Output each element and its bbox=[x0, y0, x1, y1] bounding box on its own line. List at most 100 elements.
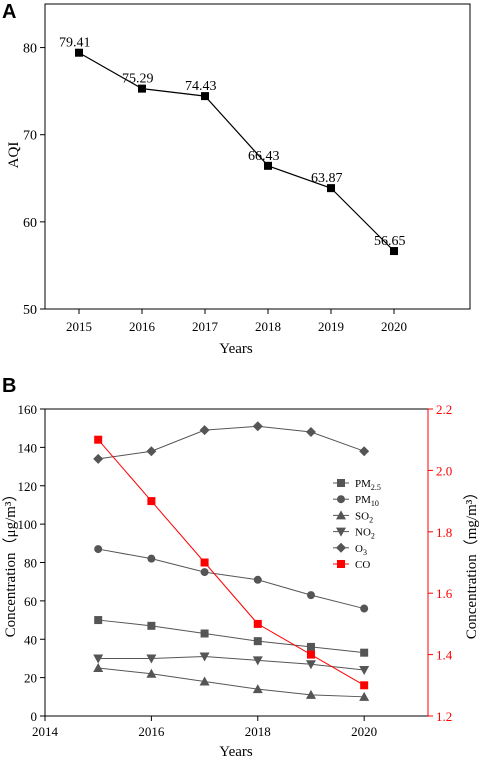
chart-b-right-y-ticks: 1.2 1.4 1.6 1.8 2.0 2.2 bbox=[428, 402, 453, 724]
no2-point bbox=[199, 652, 210, 662]
y-tick-label: 60 bbox=[23, 216, 37, 231]
pm10-point bbox=[360, 604, 369, 613]
o3-point bbox=[359, 446, 370, 457]
no2-point bbox=[146, 654, 157, 664]
so2-point bbox=[93, 663, 104, 673]
aqi-point bbox=[327, 184, 335, 193]
legend-label-so2: SO2 bbox=[355, 510, 373, 524]
aqi-point bbox=[75, 48, 83, 57]
legend-label-sub: 3 bbox=[363, 548, 367, 557]
left-y-tick-label: 140 bbox=[18, 440, 38, 455]
panel-b-label: B bbox=[2, 375, 16, 397]
co-point bbox=[200, 558, 209, 567]
chart-a-series: 79.41 75.29 74.43 66.43 63.87 56.65 bbox=[59, 36, 406, 256]
aqi-point bbox=[201, 92, 209, 101]
legend-label-pm2-5: PM2.5 bbox=[355, 478, 381, 492]
o3-line bbox=[98, 425, 365, 460]
chart-b-plot-frame bbox=[44, 408, 429, 717]
pm2-5-line bbox=[98, 619, 365, 654]
no2-point bbox=[359, 665, 370, 675]
right-y-tick-label: 1.4 bbox=[436, 648, 453, 663]
right-y-tick-label: 1.2 bbox=[436, 709, 452, 724]
co-point bbox=[147, 497, 156, 506]
so2-line bbox=[98, 667, 365, 698]
aqi-point bbox=[264, 161, 272, 170]
o3-point bbox=[199, 425, 210, 436]
co-point bbox=[253, 619, 262, 628]
right-y-tick-label: 2.0 bbox=[436, 463, 452, 478]
chart-b: B 0 20 40 60 80 100 120 140 160 1.2 1.4 1.6 1.8 2.0 2… bbox=[2, 375, 480, 760]
co-point bbox=[306, 650, 315, 659]
aqi-data-label: 79.41 bbox=[59, 36, 91, 51]
legend-label-no2: NO2 bbox=[355, 527, 375, 541]
no2-point bbox=[305, 660, 316, 670]
so2-point bbox=[305, 689, 316, 699]
left-y-tick-label: 100 bbox=[18, 517, 38, 532]
co-point bbox=[360, 681, 369, 690]
no2-point bbox=[252, 656, 263, 666]
no2-point bbox=[93, 654, 104, 664]
aqi-data-label: 63.87 bbox=[311, 171, 343, 186]
legend-label-sub: 2 bbox=[369, 515, 373, 524]
x-tick-label: 2019 bbox=[318, 319, 344, 334]
chart-b-x-ticks: 2014 2016 2018 2020 bbox=[32, 716, 377, 739]
left-y-tick-label: 120 bbox=[18, 479, 38, 494]
chart-a-plot-frame bbox=[44, 3, 471, 310]
legend-label-main: O bbox=[355, 543, 363, 555]
aqi-point bbox=[390, 247, 398, 256]
aqi-data-label: 75.29 bbox=[122, 72, 154, 87]
pm2-5-point bbox=[94, 616, 103, 625]
x-tick-label: 2018 bbox=[245, 724, 271, 739]
legend-marker-so2 bbox=[336, 510, 346, 520]
o3-point bbox=[305, 427, 316, 438]
legend-label-pm10: PM10 bbox=[355, 494, 379, 508]
pm10-point bbox=[200, 568, 209, 577]
chart-b-series bbox=[93, 421, 370, 701]
panel-a-label: A bbox=[2, 1, 16, 23]
pm2-5-point bbox=[147, 621, 156, 630]
right-y-tick-label: 2.2 bbox=[436, 402, 452, 417]
left-y-tick-label: 40 bbox=[24, 632, 37, 647]
aqi-line bbox=[78, 52, 395, 252]
chart-b-right-y-axis-title: Concentration（mg/m³） bbox=[463, 485, 480, 639]
pm2-5-point bbox=[253, 637, 262, 646]
pm10-point bbox=[147, 554, 156, 563]
x-tick-label: 2017 bbox=[192, 319, 219, 334]
x-tick-label: 2016 bbox=[138, 724, 165, 739]
right-y-tick-label: 1.6 bbox=[436, 586, 453, 601]
x-tick-label: 2020 bbox=[351, 724, 377, 739]
aqi-data-label: 56.65 bbox=[374, 234, 406, 249]
right-y-tick-label: 1.8 bbox=[436, 525, 452, 540]
chart-a-y-ticks: 50 60 70 80 bbox=[23, 42, 45, 318]
legend-label-main: NO bbox=[355, 527, 371, 539]
x-tick-label: 2018 bbox=[255, 319, 281, 334]
legend-label-sub: 10 bbox=[371, 499, 379, 508]
pm10-point bbox=[306, 591, 315, 600]
left-y-tick-label: 20 bbox=[24, 671, 37, 686]
pm2-5-point bbox=[306, 642, 315, 651]
o3-point bbox=[93, 453, 104, 464]
chart-a-y-axis-title: AQI bbox=[6, 142, 22, 169]
aqi-data-label: 74.43 bbox=[185, 79, 217, 94]
left-y-tick-label: 160 bbox=[18, 402, 38, 417]
legend-label-main: PM bbox=[355, 494, 371, 506]
so2-point bbox=[252, 684, 263, 694]
legend-label-co: CO bbox=[355, 559, 370, 571]
legend-label-o3: O3 bbox=[355, 543, 367, 557]
so2-point bbox=[146, 668, 157, 678]
legend-marker-o3 bbox=[336, 542, 346, 553]
legend-marker-no2 bbox=[336, 527, 346, 537]
legend-label-main: SO bbox=[355, 510, 369, 522]
y-tick-label: 50 bbox=[23, 303, 37, 318]
left-y-tick-label: 80 bbox=[24, 556, 37, 571]
no2-line bbox=[98, 656, 365, 671]
so2-point bbox=[199, 676, 210, 686]
chart-a-x-axis-title: Years bbox=[219, 341, 253, 357]
legend-label-main: CO bbox=[355, 559, 370, 571]
aqi-data-label: 66.43 bbox=[248, 149, 280, 164]
x-tick-label: 2014 bbox=[32, 724, 59, 739]
left-y-tick-label: 0 bbox=[31, 709, 38, 724]
co-point bbox=[94, 435, 103, 444]
legend-marker-pm10 bbox=[337, 495, 345, 504]
aqi-point bbox=[138, 84, 146, 93]
